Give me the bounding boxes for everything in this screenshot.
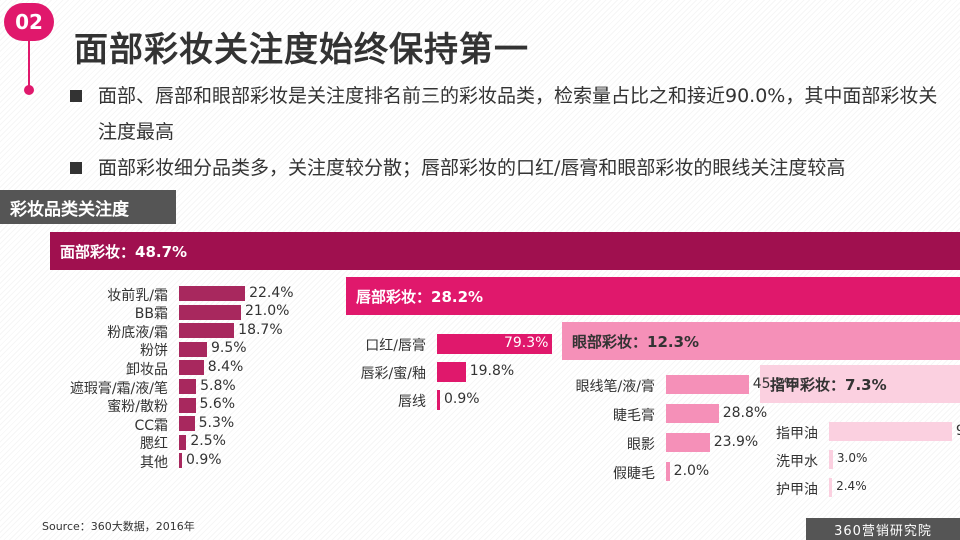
- face-bar: [179, 379, 197, 394]
- badge-dot: [24, 85, 34, 95]
- face-bar: [179, 453, 182, 469]
- section-number-badge: 02: [4, 3, 54, 41]
- square-bullet-icon: [70, 90, 82, 102]
- nail-value-label: 94.5%: [956, 423, 960, 439]
- face-category-label: 粉底液/霜: [107, 324, 168, 341]
- eye-value-label: 2.0%: [673, 462, 710, 479]
- nail-bar: [829, 422, 952, 441]
- lip-makeup-header: 唇部彩妆：28.2%: [346, 277, 960, 315]
- lip-bar: [437, 362, 466, 382]
- face-bar: [179, 286, 246, 301]
- face-category-label: CC霜: [134, 417, 168, 434]
- eye-category-label: 眼线笔/液/膏: [575, 378, 655, 395]
- bullet-item: 面部、唇部和眼部彩妆是关注度排名前三的彩妆品类，检索量占比之和接近90.0%，其…: [66, 78, 956, 150]
- eye-makeup-header: 眼部彩妆：12.3%: [562, 322, 960, 360]
- bullet-item: 面部彩妆细分品类多，关注度较分散；唇部彩妆的口红/唇膏和眼部彩妆的眼线关注度较高: [66, 150, 956, 186]
- face-value-label: 18.7%: [238, 321, 283, 338]
- face-value-label: 8.4%: [207, 358, 244, 375]
- bullet-text: 面部彩妆细分品类多，关注度较分散；唇部彩妆的口红/唇膏和眼部彩妆的眼线关注度较高: [98, 157, 846, 179]
- face-bar: [179, 434, 187, 450]
- eye-value-label: 28.8%: [722, 404, 768, 421]
- brand-logo: 360营销研究院: [806, 518, 960, 540]
- face-value-label: 5.3%: [198, 414, 235, 431]
- face-value-label: 22.4%: [249, 284, 294, 301]
- badge-line: [28, 40, 30, 88]
- lip-value-label: 19.8%: [469, 363, 515, 379]
- source-note: Source：360大数据，2016年: [42, 520, 195, 533]
- nail-bar: [829, 450, 833, 469]
- face-category-label: BB霜: [134, 306, 168, 323]
- face-value-label: 0.9%: [186, 451, 222, 468]
- eye-bar: [666, 433, 710, 452]
- lip-value-label: 79.3%: [503, 335, 549, 351]
- face-category-label: 遮瑕膏/霜/液/笔: [69, 380, 168, 397]
- square-bullet-icon: [70, 162, 82, 174]
- face-bar: [179, 341, 208, 357]
- eye-category-label: 假睫毛: [613, 465, 655, 482]
- section-label: 彩妆品类关注度: [0, 190, 176, 224]
- face-value-label: 5.6%: [199, 396, 236, 413]
- lip-category-label: 口红/唇膏: [365, 338, 426, 354]
- eye-bar: [666, 462, 670, 481]
- nail-value-label: 2.4%: [836, 478, 867, 493]
- face-bar: [179, 397, 196, 413]
- eye-bar: [666, 404, 719, 423]
- face-category-label: 妆前乳/霜: [107, 287, 168, 304]
- face-bar: [179, 323, 235, 339]
- nail-category-label: 洗甲水: [776, 453, 818, 470]
- eye-value-label: 23.9%: [713, 433, 759, 450]
- face-makeup-header: 面部彩妆：48.7%: [50, 232, 960, 270]
- bullet-text: 面部、唇部和眼部彩妆是关注度排名前三的彩妆品类，检索量占比之和接近90.0%，其…: [98, 85, 938, 143]
- lip-value-label: 0.9%: [444, 391, 480, 407]
- face-value-label: 9.5%: [211, 340, 247, 357]
- eye-category-label: 睫毛膏: [613, 407, 655, 424]
- face-bar: [179, 304, 241, 320]
- face-value-label: 21.0%: [244, 303, 290, 320]
- eye-bar: [666, 375, 749, 394]
- face-category-label: 蜜粉/散粉: [107, 399, 168, 416]
- nail-category-label: 护甲油: [776, 481, 818, 498]
- page-title: 面部彩妆关注度始终保持第一: [74, 30, 529, 70]
- nail-makeup-header: 指甲彩妆：7.3%: [760, 365, 960, 403]
- eye-value-label: 45.2%: [752, 375, 798, 392]
- lip-bar: [437, 390, 440, 410]
- face-value-label: 5.8%: [200, 377, 236, 394]
- lip-category-label: 唇彩/蜜/釉: [360, 366, 426, 382]
- eye-category-label: 眼影: [627, 436, 655, 453]
- face-category-label: 其他: [140, 454, 168, 471]
- face-bar: [179, 360, 204, 376]
- face-category-label: 腮红: [140, 436, 168, 453]
- face-category-label: 粉饼: [140, 343, 168, 360]
- lip-bar: [437, 334, 552, 354]
- face-category-label: 卸妆品: [126, 361, 168, 378]
- lip-category-label: 唇线: [398, 394, 426, 410]
- face-value-label: 2.5%: [190, 433, 226, 450]
- nail-value-label: 3.0%: [836, 450, 868, 465]
- bullet-list: 面部、唇部和眼部彩妆是关注度排名前三的彩妆品类，检索量占比之和接近90.0%，其…: [66, 78, 956, 186]
- nail-bar: [829, 478, 833, 497]
- face-bar: [179, 416, 195, 432]
- nail-category-label: 指甲油: [776, 425, 818, 442]
